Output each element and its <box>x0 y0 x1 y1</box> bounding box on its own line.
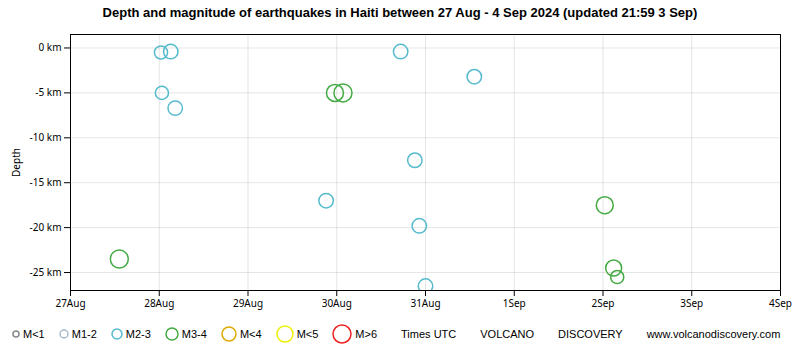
svg-text:31Aug: 31Aug <box>410 296 440 310</box>
svg-text:4Sep: 4Sep <box>769 296 792 310</box>
html-text:M<5: M<5 <box>296 328 319 340</box>
svg-text:-5 km: -5 km <box>35 85 61 99</box>
html-text:M1-2: M1-2 <box>71 328 97 340</box>
html-text:DISCOVERY: DISCOVERY <box>558 328 623 340</box>
svg-text:28Aug: 28Aug <box>144 296 174 310</box>
html-text:M<1: M<1 <box>23 328 45 340</box>
svg-text:30Aug: 30Aug <box>322 296 352 310</box>
html-text:www.volcanodiscovery.com: www.volcanodiscovery.com <box>646 328 781 340</box>
svg-text:-15 km: -15 km <box>30 175 62 189</box>
html-text:Times UTC: Times UTC <box>401 328 457 340</box>
svg-text:-10 km: -10 km <box>30 130 62 144</box>
html-text:M3-4: M3-4 <box>181 328 207 340</box>
html-text:Depth and magnitude of earthqu: Depth and magnitude of earthquakes in Ha… <box>102 5 698 20</box>
svg-text:27Aug: 27Aug <box>55 296 85 310</box>
svg-text:1Sep: 1Sep <box>503 296 526 310</box>
svg-text:-25 km: -25 km <box>30 265 62 279</box>
svg-text:29Aug: 29Aug <box>233 296 263 310</box>
svg-text:0 km: 0 km <box>38 40 61 54</box>
svg-text:Depth: Depth <box>9 148 23 177</box>
svg-text:3Sep: 3Sep <box>680 296 703 310</box>
html-text:M>6: M>6 <box>355 328 378 340</box>
html-text:M2-3: M2-3 <box>125 328 151 340</box>
svg-text:-20 km: -20 km <box>30 220 62 234</box>
html-text:M<4: M<4 <box>239 328 262 340</box>
html-text:VOLCANO: VOLCANO <box>480 328 535 340</box>
svg-text:2Sep: 2Sep <box>592 296 615 310</box>
